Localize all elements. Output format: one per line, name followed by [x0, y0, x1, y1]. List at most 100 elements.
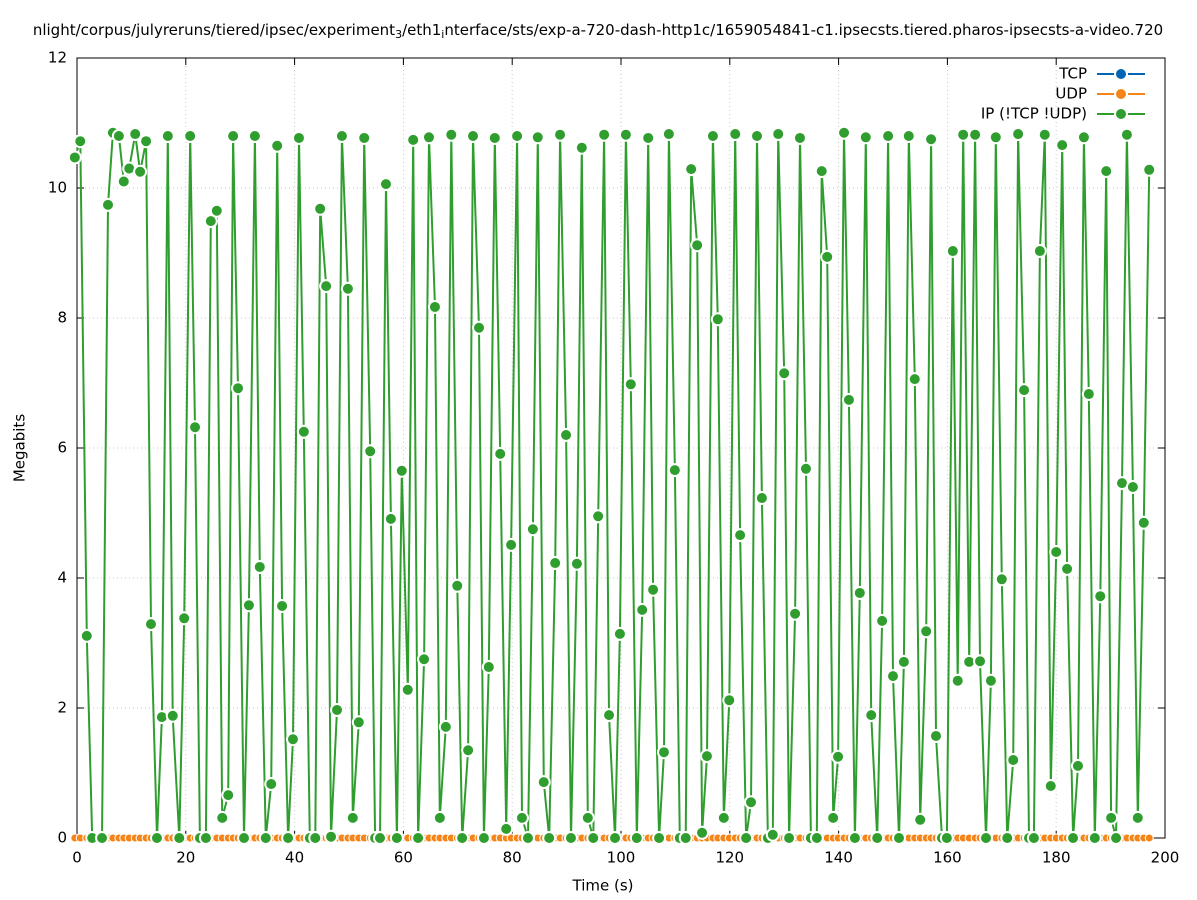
data-point — [728, 127, 743, 142]
data-point — [1104, 810, 1119, 825]
data-point — [345, 810, 360, 825]
data-point — [1093, 589, 1108, 604]
data-point — [1006, 753, 1021, 767]
data-point — [383, 511, 398, 526]
data-point — [1099, 164, 1114, 179]
series — [67, 125, 1157, 845]
data-point — [247, 129, 262, 143]
data-point — [1125, 480, 1140, 494]
data-point — [928, 728, 943, 743]
data-point — [373, 831, 388, 845]
data-point — [826, 810, 841, 825]
data-point — [548, 556, 563, 571]
data-point — [690, 238, 705, 253]
data-point — [641, 130, 656, 145]
data-point — [116, 174, 131, 189]
data-point — [870, 831, 885, 845]
x-tick-label: 200 — [1151, 849, 1180, 867]
data-point — [258, 831, 273, 845]
data-point — [417, 652, 432, 667]
data-point — [983, 673, 998, 688]
data-point — [852, 585, 867, 600]
x-tick-label: 140 — [824, 849, 853, 867]
data-point — [101, 197, 116, 212]
data-point — [1130, 810, 1145, 825]
data-point — [563, 831, 578, 845]
data-point — [411, 831, 426, 845]
data-point — [919, 624, 934, 639]
y-tick-label: 8 — [57, 309, 67, 327]
legend-label: TCP — [1058, 65, 1087, 83]
x-tick-label: 60 — [394, 849, 413, 867]
data-point — [378, 177, 393, 192]
data-point — [221, 788, 236, 803]
data-point — [203, 214, 218, 229]
data-point — [591, 509, 606, 524]
data-point — [226, 129, 241, 143]
data-point — [1017, 383, 1032, 398]
x-tick-label: 120 — [715, 849, 744, 867]
data-point — [1144, 833, 1154, 843]
data-point — [705, 129, 720, 143]
data-point — [165, 708, 180, 723]
data-point — [875, 613, 890, 628]
data-point — [128, 127, 143, 142]
data-point — [891, 831, 906, 845]
data-point — [1109, 831, 1124, 845]
data-point — [913, 812, 928, 827]
y-tick-label: 4 — [57, 569, 67, 587]
data-point — [656, 745, 671, 760]
data-point — [237, 831, 252, 845]
data-point — [586, 831, 601, 845]
data-point — [1043, 779, 1058, 793]
data-point — [1032, 244, 1047, 259]
data-point — [792, 130, 807, 145]
data-point — [1055, 138, 1070, 153]
data-point — [198, 831, 213, 845]
data-point — [438, 719, 453, 734]
legend-marker — [1114, 107, 1128, 121]
data-point — [716, 810, 731, 825]
data-point — [504, 537, 519, 552]
y-tick-label: 0 — [57, 829, 67, 847]
data-point — [678, 831, 693, 845]
data-point — [394, 463, 409, 478]
data-point — [291, 130, 306, 145]
data-point — [536, 775, 551, 790]
data-point — [357, 130, 372, 145]
data-point — [553, 127, 568, 142]
x-tick-label: 0 — [72, 849, 82, 867]
data-point — [612, 626, 627, 641]
data-point — [67, 150, 82, 165]
data-point — [461, 743, 476, 758]
data-point — [782, 831, 797, 845]
data-point — [979, 831, 994, 845]
data-point — [994, 572, 1009, 587]
data-point — [285, 732, 300, 747]
data-point — [149, 831, 164, 845]
data-point — [881, 129, 896, 143]
x-tick-label: 20 — [176, 849, 195, 867]
data-point — [351, 715, 366, 730]
data-point — [363, 444, 378, 459]
data-point — [270, 138, 285, 153]
data-point — [172, 831, 187, 845]
data-point — [667, 463, 682, 478]
data-point — [215, 810, 230, 825]
data-point — [209, 203, 224, 218]
data-point — [476, 831, 491, 845]
data-point — [569, 556, 584, 571]
data-point — [1119, 127, 1134, 142]
data-point — [901, 129, 916, 143]
data-point — [264, 777, 279, 792]
data-point — [400, 682, 415, 697]
data-point — [79, 628, 94, 643]
data-point — [788, 606, 803, 621]
data-point — [241, 598, 256, 613]
data-point — [472, 320, 487, 335]
data-point — [455, 831, 470, 845]
data-point — [281, 831, 296, 845]
data-point — [481, 660, 496, 675]
data-point — [421, 130, 436, 145]
